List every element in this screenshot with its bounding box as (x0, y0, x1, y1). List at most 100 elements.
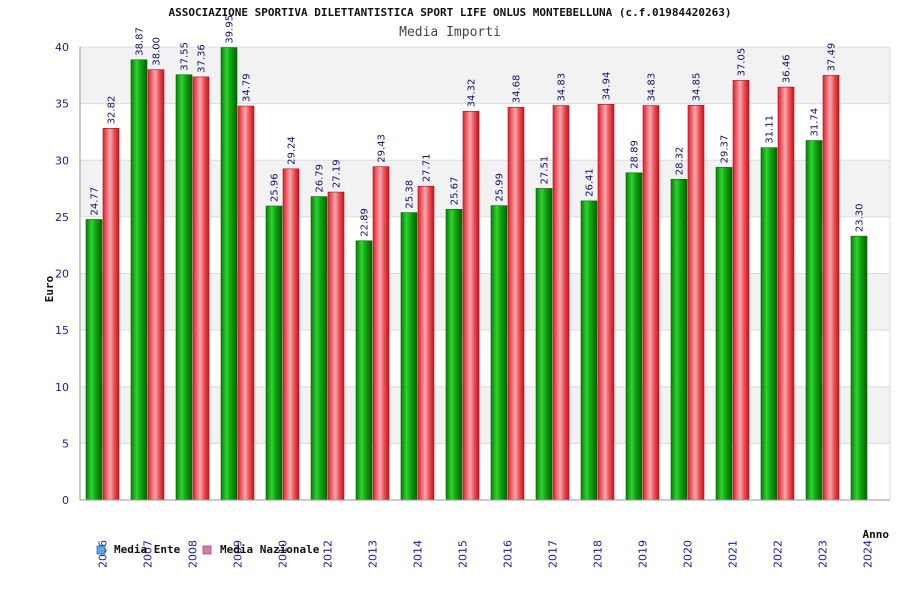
bar-media-nazionale (462, 111, 480, 501)
data-label-media-nazionale: 32.82 (107, 96, 118, 125)
bar-media-ente (265, 205, 283, 501)
x-tick-label: 2013 (367, 540, 380, 568)
bar-media-ente (805, 140, 823, 501)
bar-media-nazionale (147, 69, 165, 501)
legend-label-media-ente: Media Ente (114, 543, 181, 556)
bar-media-nazionale (417, 185, 435, 501)
data-label-media-ente: 28.89 (630, 140, 641, 169)
grid-band (80, 386, 890, 444)
bar-media-nazionale (732, 80, 750, 501)
bar-media-ente (310, 196, 328, 501)
data-label-media-ente: 26.79 (315, 164, 326, 193)
bar-media-nazionale (192, 76, 210, 501)
data-label-media-ente: 29.37 (720, 135, 731, 164)
bar-media-nazionale (372, 166, 390, 501)
data-label-media-ente: 25.67 (450, 177, 461, 206)
bar-media-ente (490, 205, 508, 501)
data-label-media-ente: 25.96 (270, 173, 281, 202)
y-tick-label: 20 (55, 268, 69, 281)
x-tick-label: 2021 (727, 540, 740, 568)
bar-media-nazionale (102, 128, 120, 501)
data-label-media-ente: 37.55 (180, 42, 191, 71)
y-tick-label: 0 (62, 494, 69, 507)
bar-media-ente (400, 212, 418, 501)
data-label-media-nazionale: 27.19 (332, 159, 343, 188)
legend-swatch-media-ente (96, 545, 106, 555)
data-label-media-nazionale: 34.83 (647, 73, 658, 102)
y-tick-label: 10 (55, 381, 69, 394)
bar-media-ente (850, 235, 868, 501)
grid-band (80, 47, 890, 104)
data-label-media-nazionale: 34.85 (692, 73, 703, 102)
y-tick-label: 35 (55, 98, 69, 111)
y-tick-label: 5 (62, 437, 69, 450)
data-labels: 24.77 32.82 38.87 38.00 37.55 37.36 39.95 34.79… (90, 15, 866, 237)
data-label-media-nazionale: 37.36 (197, 44, 208, 73)
data-label-media-nazionale: 36.46 (782, 54, 793, 83)
x-tick-label: 2016 (502, 540, 515, 568)
bar-media-nazionale (282, 168, 300, 501)
x-tick-label: 2015 (457, 540, 470, 568)
y-axis-title: Euro (43, 275, 56, 302)
bar-media-ente (535, 188, 553, 501)
bar-media-ente (130, 59, 148, 501)
grid-band (80, 273, 890, 331)
y-tick-label: 30 (55, 154, 69, 167)
chart-title: ASSOCIAZIONE SPORTIVA DILETTANTISTICA SP… (168, 6, 732, 19)
x-tick-label: 2022 (772, 540, 785, 568)
data-label-media-nazionale: 27.71 (422, 154, 433, 183)
y-tick-label: 25 (55, 211, 69, 224)
legend: Media Ente Media Nazionale (96, 543, 320, 556)
bar-media-nazionale (597, 104, 615, 501)
bar-media-nazionale (777, 86, 795, 501)
bar-media-ente (445, 208, 463, 501)
x-tick-label: 2024 (862, 540, 875, 568)
bar-media-ente (760, 147, 778, 501)
bar-media-ente (85, 219, 103, 501)
x-tick-label: 2012 (322, 540, 335, 568)
bar-media-ente (715, 167, 733, 501)
bar-media-nazionale (552, 105, 570, 501)
x-tick-label: 2023 (817, 540, 830, 568)
grid-band (80, 160, 890, 217)
bars (85, 47, 868, 501)
data-label-media-nazionale: 34.79 (242, 73, 253, 102)
bar-media-ente (175, 74, 193, 501)
data-label-media-nazionale: 34.94 (602, 72, 613, 101)
axes: 0510152025303540200620072008200920102012… (55, 41, 891, 568)
data-label-media-nazionale: 29.43 (377, 134, 388, 163)
x-tick-label: 2014 (412, 540, 425, 568)
data-label-media-nazionale: 34.83 (557, 73, 568, 102)
bar-media-nazionale (327, 191, 345, 501)
y-tick-label: 15 (55, 324, 69, 337)
data-label-media-ente: 31.74 (810, 108, 821, 137)
bar-media-ente (670, 178, 688, 501)
bar-media-ente (355, 240, 373, 501)
bar-media-ente (220, 47, 238, 501)
x-tick-label: 2018 (592, 540, 605, 568)
data-label-media-ente: 22.89 (360, 208, 371, 237)
bar-media-nazionale (642, 105, 660, 501)
bar-media-nazionale (507, 106, 525, 501)
data-label-media-ente: 31.11 (765, 115, 776, 144)
data-label-media-nazionale: 29.24 (287, 136, 298, 165)
x-tick-label: 2009 (232, 540, 245, 568)
x-tick-label: 2010 (277, 540, 290, 568)
legend-label-media-nazionale: Media Nazionale (220, 543, 320, 556)
bar-media-nazionale (687, 105, 705, 501)
legend-swatch-media-nazionale (202, 545, 212, 555)
data-label-media-ente: 24.77 (90, 187, 101, 216)
data-label-media-nazionale: 34.68 (512, 75, 523, 104)
data-label-media-ente: 25.99 (495, 173, 506, 202)
data-label-media-nazionale: 37.49 (827, 43, 838, 72)
x-tick-label: 2008 (187, 540, 200, 568)
bar-media-nazionale (237, 105, 255, 501)
x-tick-label: 2007 (142, 540, 155, 568)
y-tick-label: 40 (55, 41, 69, 54)
data-label-media-ente: 26.41 (585, 168, 596, 197)
x-tick-label: 2017 (547, 540, 560, 568)
data-label-media-nazionale: 34.32 (467, 79, 478, 108)
x-tick-label: 2020 (682, 540, 695, 568)
data-label-media-ente: 28.32 (675, 147, 686, 176)
